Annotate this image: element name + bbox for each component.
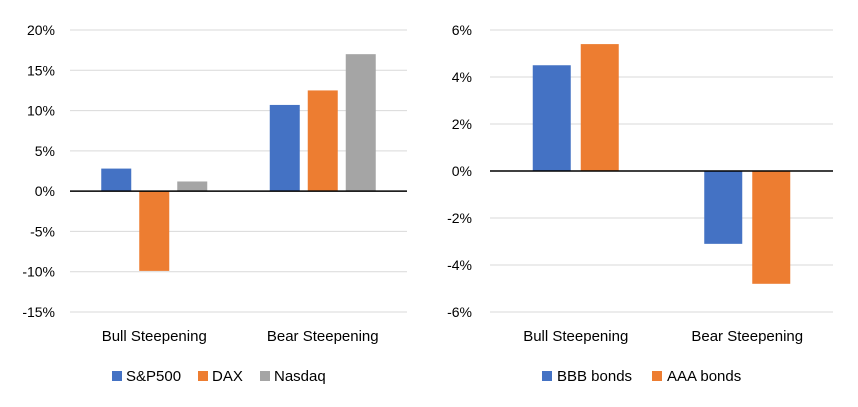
y-tick-label: 15% <box>27 62 55 78</box>
legend-label: DAX <box>212 368 243 385</box>
legend-swatch <box>542 371 552 381</box>
y-tick-label: 20% <box>27 22 55 38</box>
y-tick-label: 5% <box>35 143 55 159</box>
chart-2: -6% -4% -2% 0% 2% 4% 6% Bull Steepening Bear Ste… <box>447 22 833 385</box>
bar <box>139 191 170 271</box>
bar <box>752 171 791 284</box>
y-tick-label: -15% <box>22 304 55 320</box>
bar <box>101 168 132 192</box>
y-tick-label: -2% <box>447 210 472 226</box>
y-tick-label: 2% <box>452 116 472 132</box>
legend-swatch <box>260 371 270 381</box>
y-tick-label: 4% <box>452 69 472 85</box>
x-category-label: Bear Steepening <box>691 328 803 345</box>
legend-swatch <box>112 371 122 381</box>
chart-1: -15% -10% -5% 0% 5% 10% 15% 20% Bull Steepening B… <box>22 22 407 385</box>
x-category-label: Bull Steepening <box>523 328 628 345</box>
bar <box>704 171 743 244</box>
y-tick-label: -4% <box>447 257 472 273</box>
legend-swatch <box>652 371 662 381</box>
legend-label: BBB bonds <box>557 368 632 385</box>
y-tick-label: 6% <box>452 22 472 38</box>
bar <box>345 54 376 192</box>
y-tick-label: 10% <box>27 103 55 119</box>
bar <box>532 65 571 171</box>
y-tick-label: 0% <box>452 163 472 179</box>
legend-label: Nasdaq <box>274 368 326 385</box>
bar <box>307 90 338 192</box>
x-category-label: Bull Steepening <box>102 328 207 345</box>
legend-label: AAA bonds <box>667 368 741 385</box>
y-tick-label: 0% <box>35 183 55 199</box>
y-tick-label: -6% <box>447 304 472 320</box>
bar <box>269 104 300 192</box>
bar <box>580 44 619 171</box>
y-tick-label: -5% <box>30 223 55 239</box>
y-tick-label: -10% <box>22 264 55 280</box>
bar <box>177 181 208 192</box>
legend-swatch <box>198 371 208 381</box>
x-category-label: Bear Steepening <box>267 328 379 345</box>
legend-label: S&P500 <box>126 368 181 385</box>
